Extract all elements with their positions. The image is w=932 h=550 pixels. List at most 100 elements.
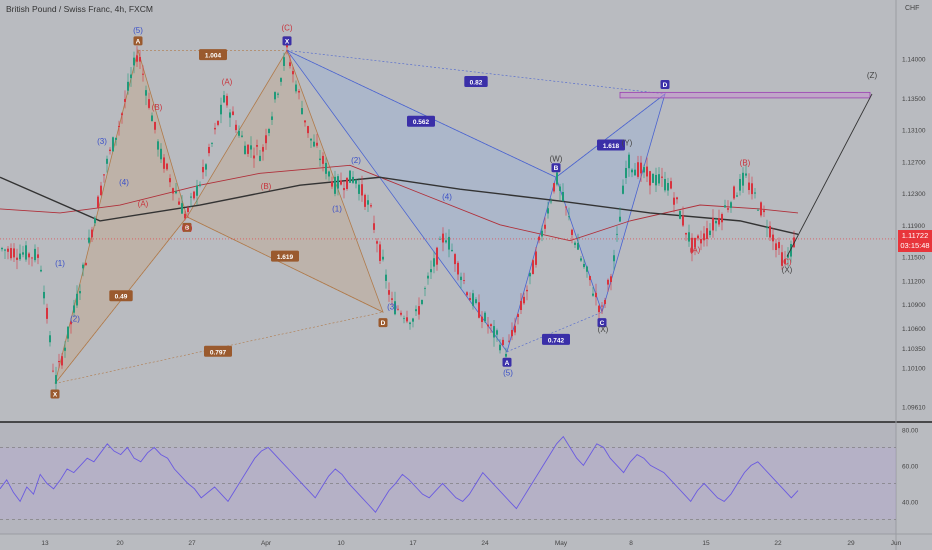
candle-body [511,330,513,337]
y-tick-label: 1.11200 [902,278,925,285]
candle-body [370,205,372,207]
candle-body [367,200,369,205]
x-tick-label: May [555,540,568,547]
candle-body [301,108,303,115]
ma-slow-line [0,176,799,236]
candle-body [670,181,672,189]
candle-body [781,252,783,266]
candle-body [112,137,114,152]
candle-body [409,322,411,325]
last-price-value: 1.11722 [901,231,929,240]
x-tick-label: 8 [629,540,633,547]
candle-body [196,185,198,196]
wave-label: (2) [70,315,80,324]
candle-body [601,305,603,307]
candle-body [364,194,366,207]
rsi-line [0,435,799,513]
candle-body [535,251,537,265]
candle-body [484,312,486,322]
currency-label: CHF [905,5,920,12]
candle-body [712,218,714,231]
y-tick-label: 1.13100 [902,128,926,135]
candle-body [613,255,615,262]
wave-label: (A) [222,77,233,86]
candle-body [400,312,402,315]
candle-body [436,247,438,265]
candle-body [55,375,57,384]
candle-body [427,275,429,279]
candle-body [178,201,180,205]
candle-body [760,202,762,216]
y-tick-label: 1.11900 [902,223,925,230]
candle-body [745,173,747,176]
candle-body [583,263,585,268]
candle-body [61,356,63,366]
wave-label: (3) [97,137,107,146]
candle-body [430,269,432,273]
candle-body [385,274,387,281]
pattern2-point-bg [597,318,607,328]
x-tick-label: 29 [847,540,855,547]
pattern1-point: B [185,225,190,232]
candle-body [742,172,744,186]
candle-body [550,201,552,203]
candle-body [490,324,492,327]
candle-body [322,155,324,164]
wave-label: (C) [281,23,292,32]
x-tick-label: 20 [116,540,124,547]
candle-body [295,84,297,92]
pattern1-ratio: 0.797 [210,349,227,356]
x-tick-label: 15 [702,540,710,547]
candle-body [355,179,357,184]
candle-body [124,99,126,102]
candle-body [700,239,702,244]
candle-body [790,243,792,257]
candle-body [649,171,651,186]
candle-body [265,135,267,144]
candle-body [424,288,426,290]
candle-body [307,126,309,134]
candle-body [313,141,315,147]
y-tick-label: 1.09610 [902,405,926,412]
candle-body [79,291,81,294]
candle-body [271,116,273,120]
candle-body [70,321,72,325]
candle-body [262,147,264,152]
candle-body [205,164,207,170]
wave-label: (B) [152,103,163,112]
candle-body [763,210,765,213]
wave-label: (Z) [867,71,878,80]
candle-body [577,242,579,250]
candle-body [202,166,204,173]
candle-body [610,276,612,283]
pattern2-ratio: 0.562 [413,119,430,126]
candle-body [109,149,111,152]
candle-body [157,141,159,150]
candle-body [34,248,36,261]
candle-body [547,208,549,214]
candle-body [154,121,156,130]
candle-body [421,299,423,305]
candle-body [406,317,408,322]
candle-body [193,191,195,199]
x-tick-label: Jun [891,540,902,547]
projection-line [786,93,873,257]
wave-label: (5) [503,369,513,378]
pattern1-point-bg [378,318,388,328]
x-tick-label: 22 [774,540,782,547]
candle-body [508,340,510,342]
target-zone [619,91,871,99]
candle-body [46,307,48,319]
candle-body [268,129,270,134]
candle-body [685,232,687,235]
candle-body [439,238,441,240]
harmonic-ratio-line-2 [286,50,557,178]
y-tick-label: 1.12300 [902,191,926,198]
candle-body [772,234,774,242]
candle-body [226,95,228,106]
countdown: 03:15:48 [900,241,930,250]
candle-body [328,171,330,177]
candle-body [448,236,450,250]
